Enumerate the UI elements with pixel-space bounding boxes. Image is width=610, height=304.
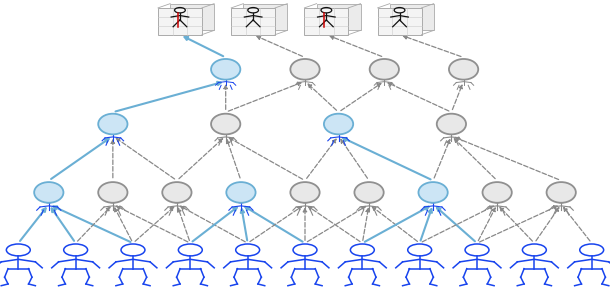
Ellipse shape xyxy=(98,114,127,134)
Polygon shape xyxy=(158,8,202,35)
Ellipse shape xyxy=(437,114,466,134)
Ellipse shape xyxy=(162,182,192,203)
Polygon shape xyxy=(243,4,287,30)
Polygon shape xyxy=(304,8,348,35)
Ellipse shape xyxy=(547,182,576,203)
Polygon shape xyxy=(390,4,434,30)
Ellipse shape xyxy=(370,59,399,80)
Polygon shape xyxy=(231,8,275,35)
Ellipse shape xyxy=(290,182,320,203)
Ellipse shape xyxy=(418,182,448,203)
Ellipse shape xyxy=(290,59,320,80)
Ellipse shape xyxy=(354,182,384,203)
Ellipse shape xyxy=(449,59,478,80)
Ellipse shape xyxy=(34,182,63,203)
Ellipse shape xyxy=(324,114,353,134)
Polygon shape xyxy=(378,8,422,35)
Ellipse shape xyxy=(483,182,512,203)
Ellipse shape xyxy=(211,114,240,134)
Ellipse shape xyxy=(211,59,240,80)
Ellipse shape xyxy=(226,182,256,203)
Polygon shape xyxy=(317,4,361,30)
Polygon shape xyxy=(170,4,214,30)
Ellipse shape xyxy=(98,182,127,203)
